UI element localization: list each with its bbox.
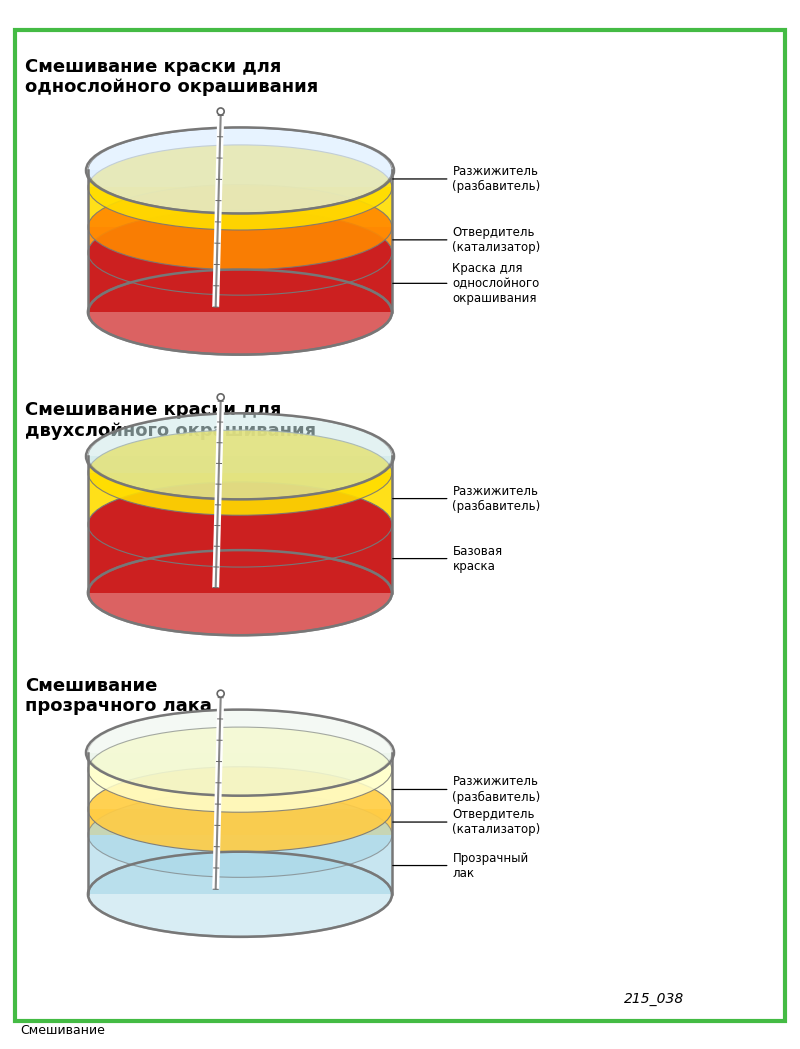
Text: Разжижитель
(разбавитель): Разжижитель (разбавитель) — [393, 775, 541, 804]
Bar — [88, 227, 392, 253]
Bar — [88, 810, 392, 835]
Text: Смешивание
прозрачного лака: Смешивание прозрачного лака — [25, 677, 212, 715]
Bar — [88, 188, 392, 227]
Text: Смешивание краски для
двухслойного окрашивания: Смешивание краски для двухслойного окраш… — [25, 401, 316, 440]
Bar — [88, 456, 392, 473]
Ellipse shape — [88, 852, 392, 937]
Circle shape — [217, 108, 224, 115]
Ellipse shape — [88, 481, 392, 568]
Text: Краска для
однослойного
окрашивания: Краска для однослойного окрашивания — [393, 262, 540, 305]
Bar — [88, 835, 392, 894]
Ellipse shape — [88, 767, 392, 852]
Ellipse shape — [88, 550, 392, 636]
Circle shape — [217, 690, 224, 698]
Ellipse shape — [88, 145, 392, 230]
Ellipse shape — [88, 727, 392, 812]
Bar — [88, 253, 392, 312]
Bar — [88, 524, 392, 593]
Ellipse shape — [88, 710, 392, 795]
Bar — [88, 171, 392, 188]
Bar — [88, 770, 392, 810]
Ellipse shape — [88, 270, 392, 355]
Ellipse shape — [88, 185, 392, 270]
Ellipse shape — [88, 792, 392, 877]
Ellipse shape — [88, 128, 392, 213]
Text: Разжижитель
(разбавитель): Разжижитель (разбавитель) — [393, 485, 541, 513]
Text: Смешивание краски для
однослойного окрашивания: Смешивание краски для однослойного окраш… — [25, 58, 318, 97]
Text: Разжижитель
(разбавитель): Разжижитель (разбавитель) — [393, 165, 541, 193]
Bar — [88, 473, 392, 524]
Circle shape — [217, 393, 224, 401]
Text: Отвердитель
(катализатор): Отвердитель (катализатор) — [393, 808, 541, 836]
Text: Прозрачный
лак: Прозрачный лак — [393, 852, 529, 879]
Ellipse shape — [88, 430, 392, 515]
Ellipse shape — [88, 210, 392, 295]
Text: 215_038: 215_038 — [624, 991, 684, 1006]
Text: Базовая
краска: Базовая краска — [393, 544, 502, 573]
Bar — [88, 753, 392, 770]
Ellipse shape — [88, 413, 392, 499]
Text: Смешивание: Смешивание — [20, 1024, 105, 1036]
FancyBboxPatch shape — [15, 30, 785, 1021]
Text: Отвердитель
(катализатор): Отвердитель (катализатор) — [393, 226, 541, 254]
